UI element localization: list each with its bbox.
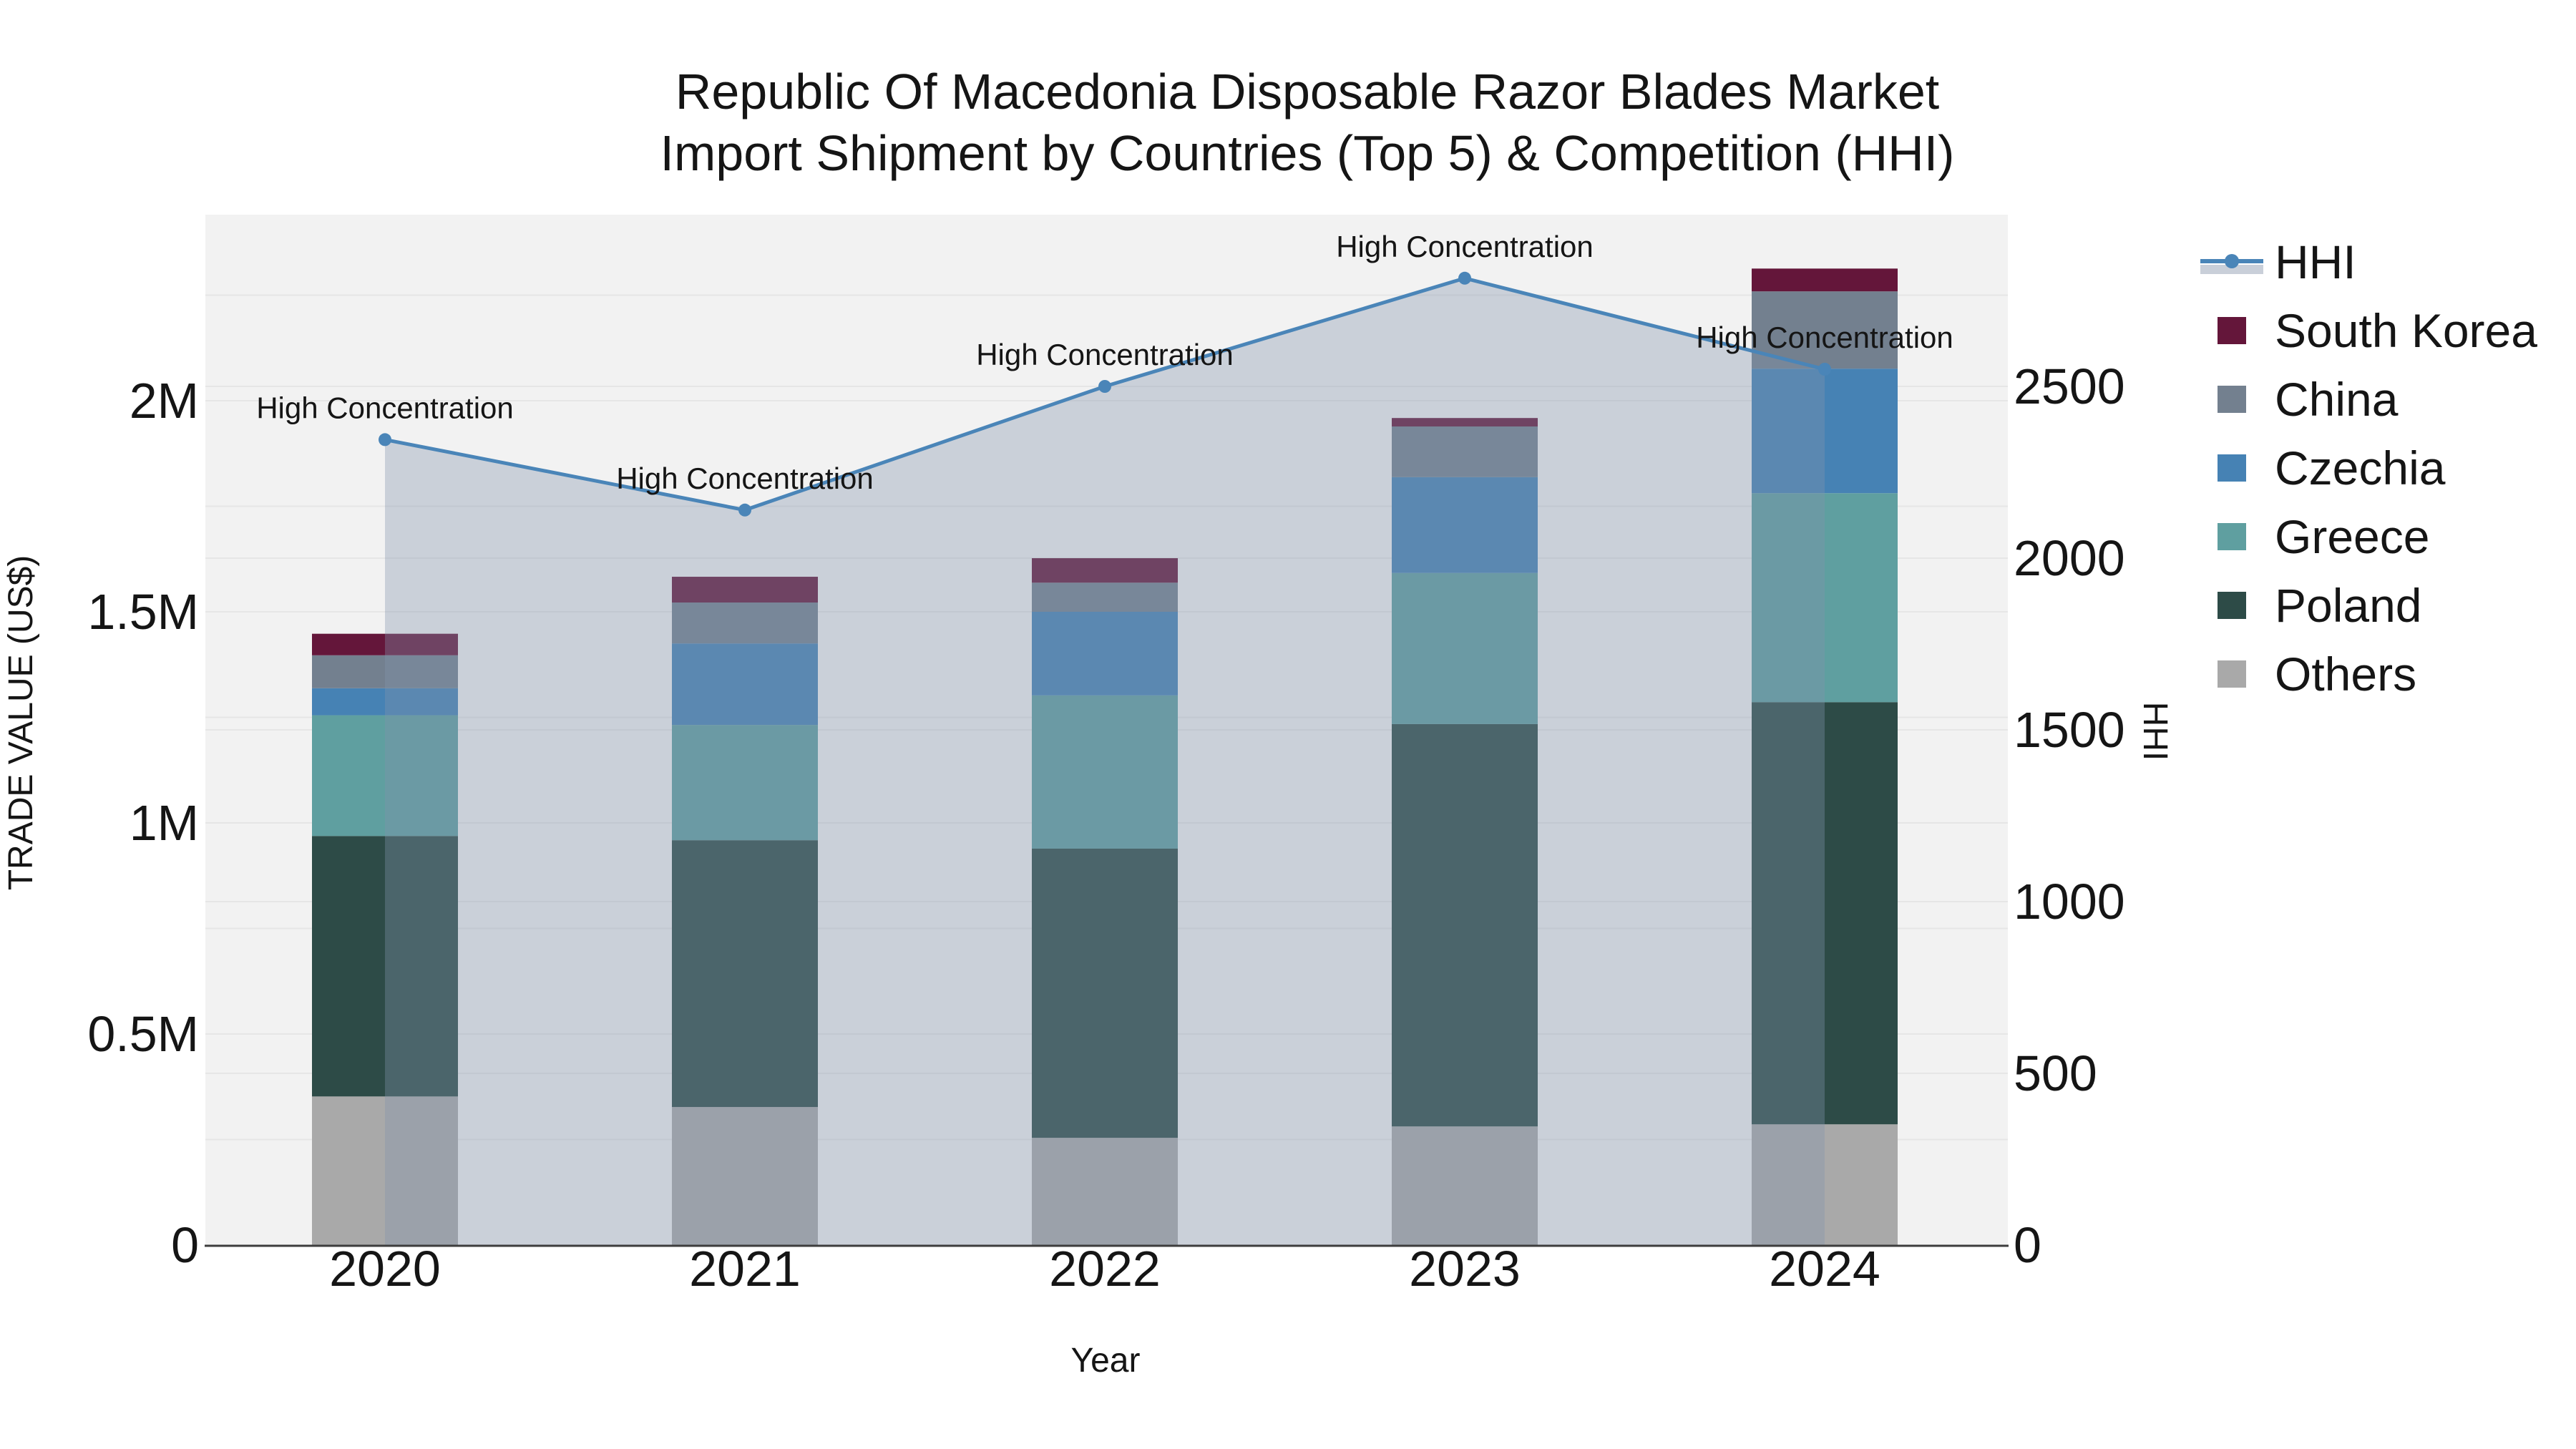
- bar-segment-china-2023: [1392, 426, 1538, 477]
- legend-label: China: [2275, 373, 2399, 426]
- legend-label: Czechia: [2275, 441, 2446, 494]
- x-axis-title: Year: [1071, 1342, 1141, 1380]
- y-left-tick-1M: 1M: [130, 795, 199, 851]
- greece-swatch: [2218, 523, 2246, 550]
- bar-segment-others-2023: [1392, 1126, 1538, 1245]
- annotation-2024: High Concentration: [1696, 321, 1953, 354]
- y-right-tick-1500: 1500: [2014, 702, 2125, 758]
- bar-segment-poland-2022: [1032, 848, 1178, 1138]
- hhi-marker-2021: [738, 503, 751, 517]
- legend-label: Poland: [2275, 579, 2422, 632]
- bar-segment-south-korea-2020: [312, 633, 458, 655]
- bar-segment-greece-2020: [312, 715, 458, 836]
- x-tick-2020: 2020: [329, 1241, 441, 1297]
- x-tick-2021: 2021: [689, 1241, 801, 1297]
- poland-swatch: [2218, 592, 2246, 619]
- x-tick-2024: 2024: [1769, 1241, 1880, 1297]
- legend-item-greece[interactable]: Greece: [2200, 502, 2537, 571]
- chart-title-line2: Import Shipment by Countries (Top 5) & C…: [660, 125, 1955, 181]
- y-left-tick-2M: 2M: [130, 373, 199, 429]
- y-left-tick-0: 0: [171, 1217, 199, 1273]
- bar-segment-poland-2021: [672, 840, 818, 1108]
- legend-item-china[interactable]: China: [2200, 365, 2537, 434]
- south-korea-swatch: [2218, 317, 2246, 344]
- legend-item-hhi[interactable]: HHI: [2200, 228, 2537, 296]
- chart-layers: High Concentration High Concentration High…: [87, 215, 2125, 1297]
- bar-segment-poland-2023: [1392, 723, 1538, 1127]
- legend-item-czechia[interactable]: Czechia: [2200, 434, 2537, 502]
- bar-segment-china-2021: [672, 602, 818, 644]
- bar-segment-south-korea-2021: [672, 577, 818, 603]
- bar-segment-greece-2021: [672, 725, 818, 841]
- chart-title-line1: Republic Of Macedonia Disposable Razor B…: [675, 64, 1939, 119]
- annotation-2023: High Concentration: [1336, 230, 1594, 263]
- bar-segment-greece-2024: [1752, 493, 1898, 703]
- bar-segment-czechia-2020: [312, 688, 458, 716]
- legend: HHI South Korea China Czechia Greece Pol…: [2200, 228, 2537, 708]
- y-right-tick-1000: 1000: [2014, 874, 2125, 930]
- hhi-marker-2024: [1818, 363, 1831, 376]
- legend-item-poland[interactable]: Poland: [2200, 571, 2537, 640]
- hhi-area: [385, 278, 1825, 1245]
- hhi-area-swatch: [2200, 265, 2263, 274]
- bar-segment-poland-2020: [312, 836, 458, 1097]
- annotation-2021: High Concentration: [616, 462, 874, 495]
- legend-label: Others: [2275, 648, 2417, 701]
- bar-segment-others-2024: [1752, 1124, 1898, 1245]
- hhi-marker-2020: [379, 433, 391, 447]
- bar-segment-czechia-2023: [1392, 477, 1538, 573]
- hhi-marker-2023: [1458, 271, 1471, 285]
- bar-segment-others-2020: [312, 1096, 458, 1245]
- y-right-tick-2500: 2500: [2014, 358, 2125, 414]
- others-swatch: [2218, 660, 2246, 688]
- hhi-line-swatch: [2200, 245, 2263, 279]
- bar-segment-greece-2023: [1392, 572, 1538, 724]
- bar-segment-china-2020: [312, 655, 458, 688]
- bar-segment-south-korea-2023: [1392, 418, 1538, 426]
- x-tick-2023: 2023: [1409, 1241, 1521, 1297]
- bar-segment-south-korea-2024: [1752, 268, 1898, 292]
- hhi-marker-glyph: [2225, 254, 2239, 268]
- bar-segment-czechia-2021: [672, 643, 818, 726]
- bar-segment-south-korea-2022: [1032, 558, 1178, 583]
- legend-label: HHI: [2275, 235, 2356, 288]
- annotation-2020: High Concentration: [256, 391, 514, 424]
- y-right-tick-2000: 2000: [2014, 530, 2125, 586]
- y-left-tick-1.5M: 1.5M: [87, 584, 199, 640]
- y-left-axis-title: TRADE VALUE (US$): [2, 555, 40, 891]
- y-right-axis-title: HHI: [2136, 702, 2174, 761]
- legend-item-others[interactable]: Others: [2200, 640, 2537, 708]
- y-right-tick-500: 500: [2014, 1045, 2097, 1101]
- bar-segment-others-2021: [672, 1107, 818, 1245]
- bar-segment-poland-2024: [1752, 702, 1898, 1125]
- annotation-2022: High Concentration: [976, 338, 1234, 371]
- bar-segment-china-2022: [1032, 582, 1178, 612]
- legend-item-south-korea[interactable]: South Korea: [2200, 296, 2537, 365]
- china-swatch: [2218, 386, 2246, 413]
- x-tick-2022: 2022: [1049, 1241, 1161, 1297]
- legend-label: South Korea: [2275, 304, 2537, 357]
- y-right-tick-0: 0: [2014, 1217, 2041, 1273]
- y-left-tick-0.5M: 0.5M: [87, 1006, 199, 1062]
- bar-segment-czechia-2022: [1032, 612, 1178, 696]
- bar-segment-czechia-2024: [1752, 369, 1898, 494]
- bar-segment-greece-2022: [1032, 695, 1178, 849]
- bar-segment-others-2022: [1032, 1138, 1178, 1245]
- czechia-swatch: [2218, 454, 2246, 482]
- legend-label: Greece: [2275, 510, 2430, 563]
- hhi-marker-2022: [1098, 380, 1111, 393]
